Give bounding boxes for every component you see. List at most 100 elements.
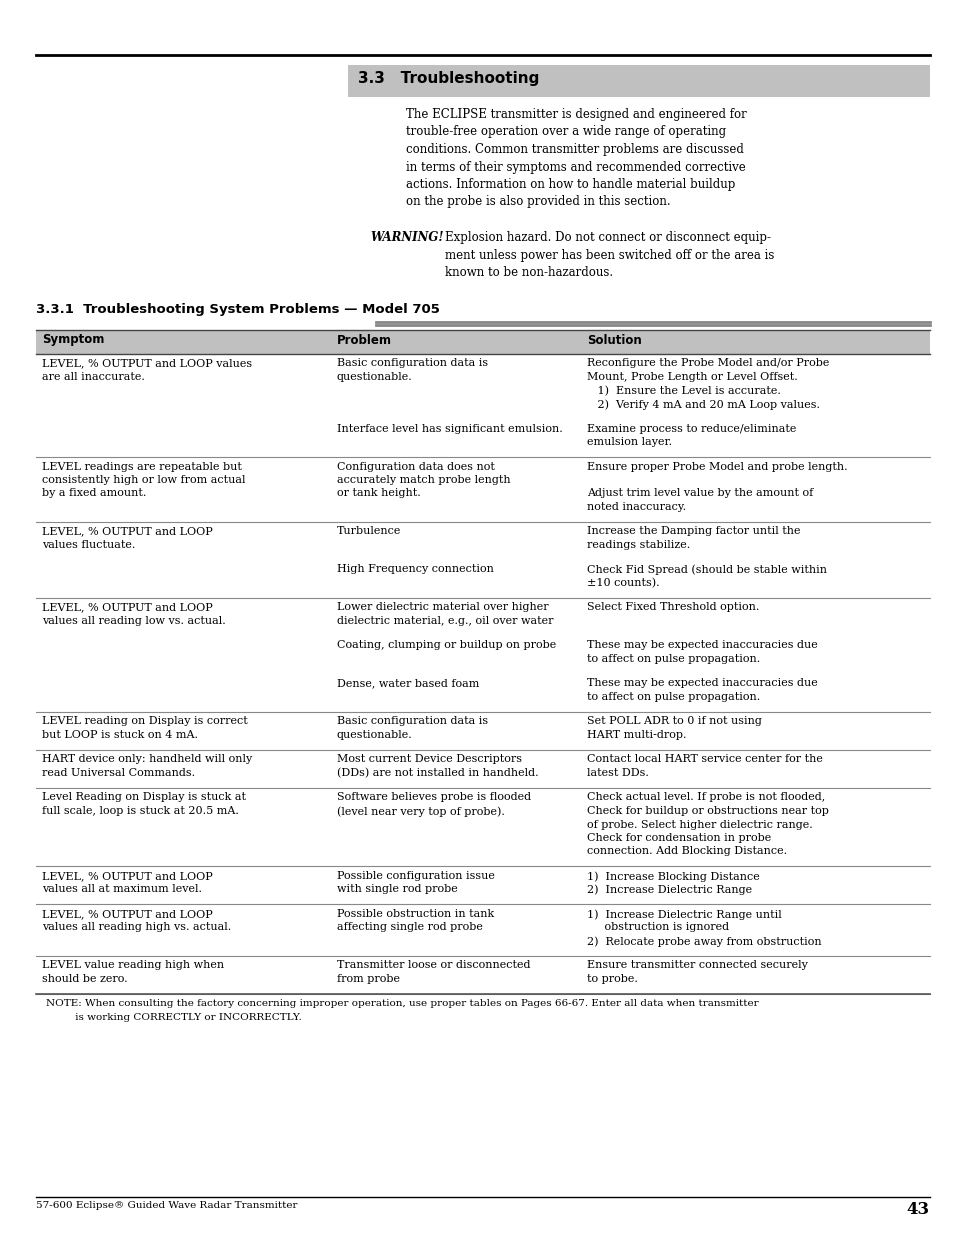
Text: or tank height.: or tank height. [336, 489, 420, 499]
Bar [348, 65, 929, 98]
Text: by a fixed amount.: by a fixed amount. [42, 489, 146, 499]
Text: latest DDs.: latest DDs. [586, 768, 648, 778]
Text: affecting single rod probe: affecting single rod probe [336, 923, 482, 932]
Text: Ensure proper Probe Model and probe length.: Ensure proper Probe Model and probe leng… [586, 462, 846, 472]
Text: LEVEL value reading high when: LEVEL value reading high when [42, 961, 224, 971]
Text: Coating, clumping or buildup on probe: Coating, clumping or buildup on probe [336, 641, 556, 651]
Text: values fluctuate.: values fluctuate. [42, 540, 135, 550]
Text: dielectric material, e.g., oil over water: dielectric material, e.g., oil over wate… [336, 616, 553, 626]
Text: Ensure transmitter connected securely: Ensure transmitter connected securely [586, 961, 807, 971]
Text: consistently high or low from actual: consistently high or low from actual [42, 475, 245, 485]
Text: Problem: Problem [336, 333, 392, 347]
Text: in terms of their symptoms and recommended corrective: in terms of their symptoms and recommend… [406, 161, 745, 173]
Text: Configuration data does not: Configuration data does not [336, 462, 495, 472]
Text: Explosion hazard. Do not connect or disconnect equip-: Explosion hazard. Do not connect or disc… [444, 231, 770, 245]
Text: known to be non-hazardous.: known to be non-hazardous. [444, 266, 613, 279]
Text: 3.3   Troubleshooting: 3.3 Troubleshooting [357, 70, 538, 86]
Text: questionable.: questionable. [336, 372, 413, 382]
Text: (DDs) are not installed in handheld.: (DDs) are not installed in handheld. [336, 768, 538, 778]
Text: connection. Add Blocking Distance.: connection. Add Blocking Distance. [586, 846, 786, 857]
Text: Reconfigure the Probe Model and/or Probe: Reconfigure the Probe Model and/or Probe [586, 358, 828, 368]
Text: to probe.: to probe. [586, 974, 638, 984]
Text: 1)  Increase Blocking Distance: 1) Increase Blocking Distance [586, 871, 759, 882]
Text: Most current Device Descriptors: Most current Device Descriptors [336, 755, 521, 764]
Text: Solution: Solution [586, 333, 641, 347]
Text: WARNING!: WARNING! [370, 231, 443, 245]
Text: Lower dielectric material over higher: Lower dielectric material over higher [336, 603, 548, 613]
Text: Adjust trim level value by the amount of: Adjust trim level value by the amount of [586, 489, 812, 499]
Text: Software believes probe is flooded: Software believes probe is flooded [336, 793, 531, 803]
Text: to affect on pulse propagation.: to affect on pulse propagation. [586, 692, 760, 701]
Text: LEVEL, % OUTPUT and LOOP values: LEVEL, % OUTPUT and LOOP values [42, 358, 252, 368]
Text: 2)  Verify 4 mA and 20 mA Loop values.: 2) Verify 4 mA and 20 mA Loop values. [586, 399, 820, 410]
Text: 2)  Relocate probe away from obstruction: 2) Relocate probe away from obstruction [586, 936, 821, 946]
Text: LEVEL reading on Display is correct: LEVEL reading on Display is correct [42, 716, 248, 726]
Text: (level near very top of probe).: (level near very top of probe). [336, 806, 504, 816]
Text: accurately match probe length: accurately match probe length [336, 475, 510, 485]
Text: LEVEL, % OUTPUT and LOOP: LEVEL, % OUTPUT and LOOP [42, 526, 213, 536]
Text: Check for condensation in probe: Check for condensation in probe [586, 832, 770, 844]
Text: noted inaccuracy.: noted inaccuracy. [586, 501, 685, 513]
Text: Examine process to reduce/eliminate: Examine process to reduce/eliminate [586, 424, 796, 433]
Text: Interface level has significant emulsion.: Interface level has significant emulsion… [336, 424, 562, 433]
Text: LEVEL readings are repeatable but: LEVEL readings are repeatable but [42, 462, 242, 472]
Text: LEVEL, % OUTPUT and LOOP: LEVEL, % OUTPUT and LOOP [42, 909, 213, 919]
Text: Basic configuration data is: Basic configuration data is [336, 358, 488, 368]
Text: Possible configuration issue: Possible configuration issue [336, 871, 495, 881]
Text: should be zero.: should be zero. [42, 974, 128, 984]
Text: values all at maximum level.: values all at maximum level. [42, 884, 202, 894]
Text: Select Fixed Threshold option.: Select Fixed Threshold option. [586, 603, 759, 613]
Text: 57-600 Eclipse® Guided Wave Radar Transmitter: 57-600 Eclipse® Guided Wave Radar Transm… [36, 1200, 297, 1210]
Text: Basic configuration data is: Basic configuration data is [336, 716, 488, 726]
Text: 43: 43 [906, 1200, 929, 1218]
Text: Increase the Damping factor until the: Increase the Damping factor until the [586, 526, 800, 536]
Text: 1)  Ensure the Level is accurate.: 1) Ensure the Level is accurate. [586, 385, 781, 395]
Text: Mount, Probe Length or Level Offset.: Mount, Probe Length or Level Offset. [586, 372, 797, 382]
Text: to affect on pulse propagation.: to affect on pulse propagation. [586, 655, 760, 664]
Text: of probe. Select higher dielectric range.: of probe. Select higher dielectric range… [586, 820, 812, 830]
Text: ment unless power has been switched off or the area is: ment unless power has been switched off … [444, 248, 774, 262]
Text: but LOOP is stuck on 4 mA.: but LOOP is stuck on 4 mA. [42, 730, 198, 740]
Text: LEVEL, % OUTPUT and LOOP: LEVEL, % OUTPUT and LOOP [42, 871, 213, 881]
Text: Check Fid Spread (should be stable within: Check Fid Spread (should be stable withi… [586, 564, 826, 576]
Text: 3.3.1  Troubleshooting System Problems — Model 705: 3.3.1 Troubleshooting System Problems — … [36, 304, 439, 316]
Text: obstruction is ignored: obstruction is ignored [586, 923, 728, 932]
Text: These may be expected inaccuracies due: These may be expected inaccuracies due [586, 678, 817, 688]
Bar [36, 330, 929, 353]
Text: from probe: from probe [336, 974, 399, 984]
Text: on the probe is also provided in this section.: on the probe is also provided in this se… [406, 195, 670, 209]
Text: are all inaccurate.: are all inaccurate. [42, 372, 145, 382]
Text: is working CORRECTLY or INCORRECTLY.: is working CORRECTLY or INCORRECTLY. [46, 1013, 301, 1021]
Text: Set POLL ADR to 0 if not using: Set POLL ADR to 0 if not using [586, 716, 761, 726]
Text: actions. Information on how to handle material buildup: actions. Information on how to handle ma… [406, 178, 735, 191]
Text: HART multi-drop.: HART multi-drop. [586, 730, 686, 740]
Text: High Frequency connection: High Frequency connection [336, 564, 494, 574]
Text: Turbulence: Turbulence [336, 526, 401, 536]
Text: Check actual level. If probe is not flooded,: Check actual level. If probe is not floo… [586, 793, 824, 803]
Text: readings stabilize.: readings stabilize. [586, 540, 690, 550]
Text: These may be expected inaccuracies due: These may be expected inaccuracies due [586, 641, 817, 651]
Text: emulsion layer.: emulsion layer. [586, 437, 672, 447]
Text: full scale, loop is stuck at 20.5 mA.: full scale, loop is stuck at 20.5 mA. [42, 806, 238, 816]
Text: The ECLIPSE transmitter is designed and engineered for: The ECLIPSE transmitter is designed and … [406, 107, 746, 121]
Text: values all reading low vs. actual.: values all reading low vs. actual. [42, 616, 226, 626]
Text: trouble-free operation over a wide range of operating: trouble-free operation over a wide range… [406, 126, 725, 138]
Text: Level Reading on Display is stuck at: Level Reading on Display is stuck at [42, 793, 246, 803]
Text: 1)  Increase Dielectric Range until: 1) Increase Dielectric Range until [586, 909, 781, 920]
Text: ±10 counts).: ±10 counts). [586, 578, 659, 588]
Text: read Universal Commands.: read Universal Commands. [42, 768, 195, 778]
Text: NOTE: When consulting the factory concerning improper operation, use proper tabl: NOTE: When consulting the factory concer… [46, 999, 758, 1009]
Text: Transmitter loose or disconnected: Transmitter loose or disconnected [336, 961, 530, 971]
Text: with single rod probe: with single rod probe [336, 884, 457, 894]
Text: Check for buildup or obstructions near top: Check for buildup or obstructions near t… [586, 806, 828, 816]
Text: Possible obstruction in tank: Possible obstruction in tank [336, 909, 494, 919]
Text: Dense, water based foam: Dense, water based foam [336, 678, 478, 688]
Text: values all reading high vs. actual.: values all reading high vs. actual. [42, 923, 231, 932]
Text: questionable.: questionable. [336, 730, 413, 740]
Text: HART device only: handheld will only: HART device only: handheld will only [42, 755, 252, 764]
Text: Symptom: Symptom [42, 333, 104, 347]
Text: 2)  Increase Dielectric Range: 2) Increase Dielectric Range [586, 884, 751, 895]
Text: LEVEL, % OUTPUT and LOOP: LEVEL, % OUTPUT and LOOP [42, 603, 213, 613]
Text: conditions. Common transmitter problems are discussed: conditions. Common transmitter problems … [406, 143, 743, 156]
Text: Contact local HART service center for the: Contact local HART service center for th… [586, 755, 822, 764]
